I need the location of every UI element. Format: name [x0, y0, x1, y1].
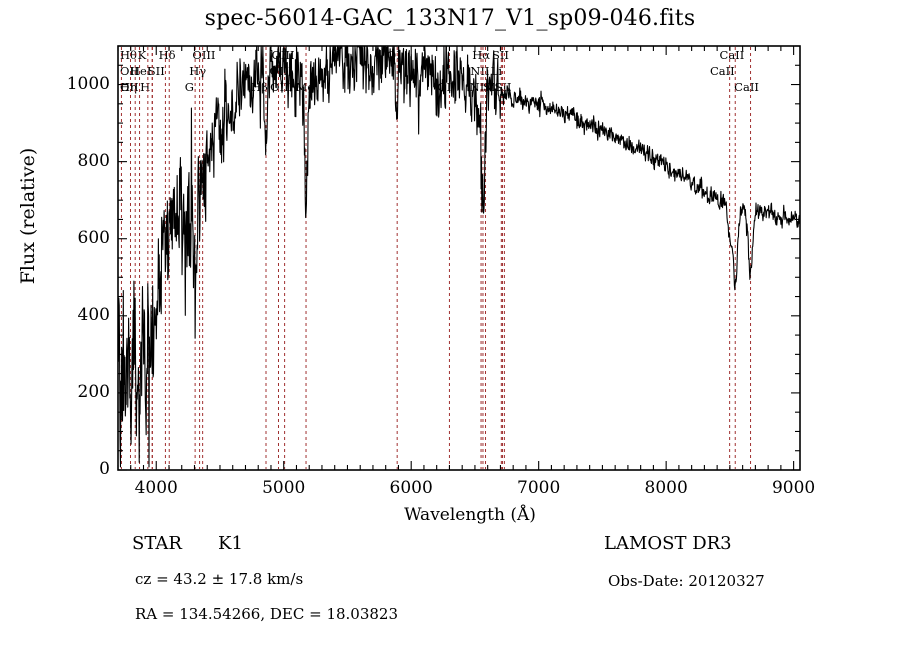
- spectral-line-label: Hθ: [120, 48, 137, 62]
- spectral-line-label: SII: [147, 64, 165, 78]
- spectral-line-label: SII: [491, 48, 509, 62]
- y-tick-label: 800: [77, 150, 110, 171]
- footer-cz: cz = 43.2 ± 17.8 km/s: [135, 570, 304, 588]
- x-tick-label: 7000: [517, 478, 561, 498]
- spectral-line-label: Hη: [120, 80, 137, 94]
- spectral-line-label: Hγ: [189, 64, 207, 78]
- x-tick-label: 4000: [134, 478, 178, 498]
- spectral-line-label: Li: [490, 64, 503, 78]
- footer-survey: LAMOST DR3: [604, 533, 732, 554]
- spectral-line-label: G: [184, 80, 194, 94]
- spectral-line-label: Mg: [295, 80, 315, 94]
- x-axis-label: Wavelength (Å): [404, 505, 536, 525]
- spectral-line-label: NII: [470, 64, 490, 78]
- spectral-line-label: K: [137, 48, 147, 62]
- y-tick-label: 0: [99, 459, 110, 479]
- spectral-line-label: OII: [120, 80, 139, 94]
- spectral-line-label: CaII: [734, 80, 759, 94]
- y-tick-label: 200: [77, 381, 110, 402]
- spectral-line-label: CaII: [719, 48, 745, 62]
- x-tick-label: 6000: [389, 478, 433, 498]
- spectral-line-label: Hδ: [158, 48, 176, 62]
- footer-object-type: STAR: [132, 533, 182, 554]
- x-tick-label: 5000: [262, 478, 306, 498]
- footer-spectral-class: K1: [218, 533, 243, 554]
- spectral-line-label: OII: [120, 64, 139, 78]
- footer-coords: RA = 134.54266, DEC = 18.03823: [135, 605, 399, 623]
- spectral-line-label: CaII: [709, 64, 735, 78]
- plot-frame: [117, 45, 801, 471]
- spectral-line-label: OIII: [192, 48, 216, 62]
- page-title: spec-56014-GAC_133N17_V1_sp09-046.fits: [204, 6, 696, 31]
- spectral-line-label: SII: [494, 80, 512, 94]
- y-tick-label: 1000: [66, 73, 110, 94]
- footer-obs-date: Obs-Date: 20120327: [608, 572, 765, 590]
- spectral-line-label: H: [140, 80, 151, 94]
- x-tick-label: 8000: [644, 478, 688, 498]
- spectral-line-label: NII: [469, 80, 489, 94]
- y-tick-label: 400: [77, 304, 110, 325]
- x-tick-label: 9000: [771, 478, 816, 498]
- y-tick-label: 600: [77, 227, 110, 248]
- spectral-line-label: HeI: [129, 64, 152, 78]
- spectral-line-markers: [120, 47, 752, 469]
- spectrum-trace: [117, 46, 801, 468]
